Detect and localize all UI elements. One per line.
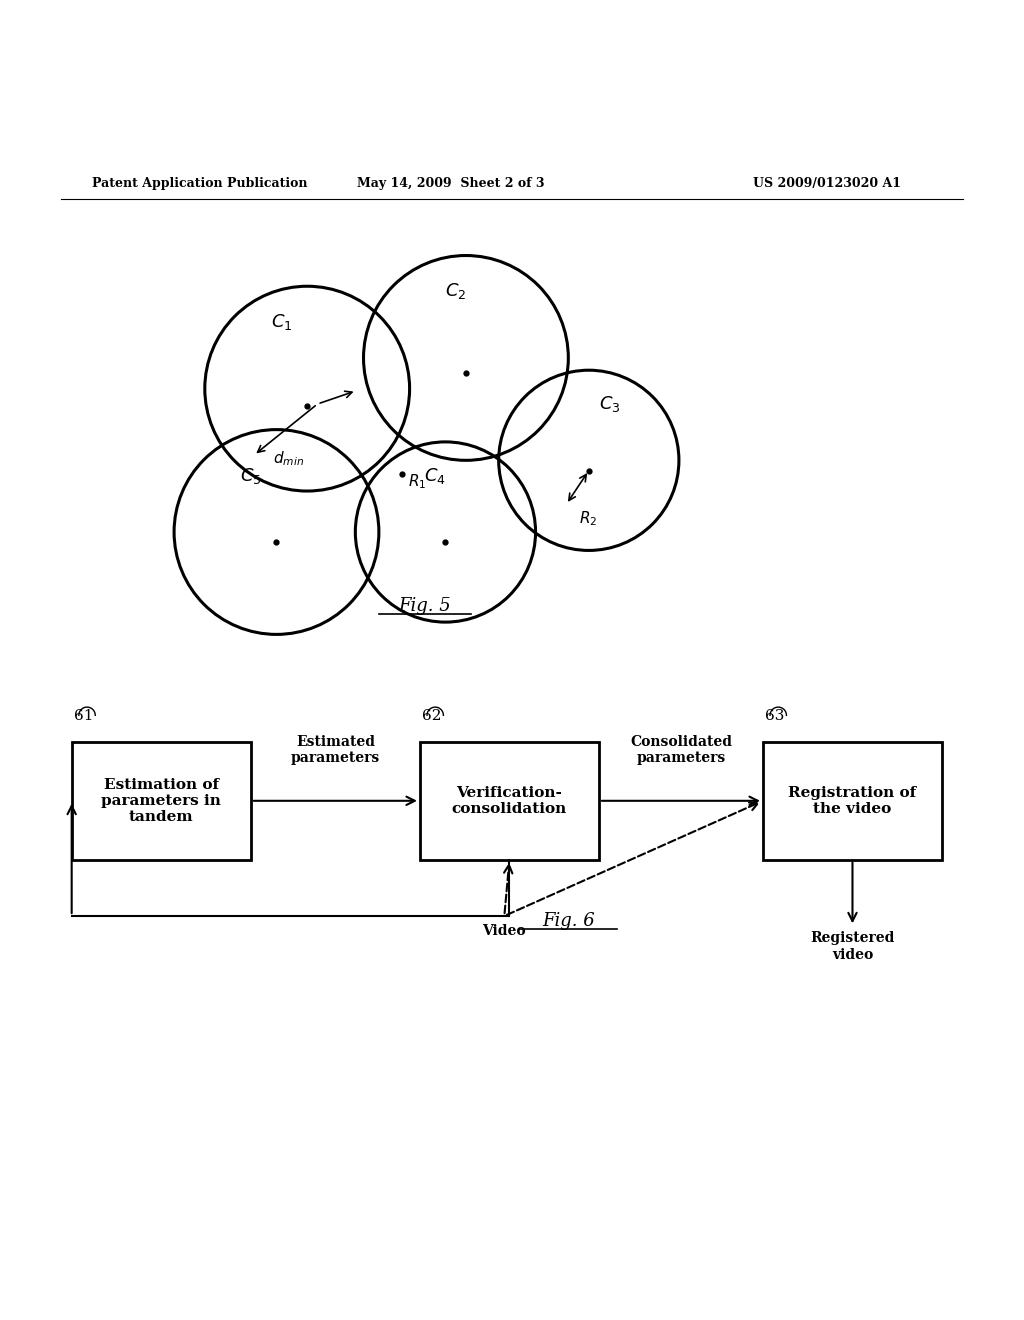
Bar bbox=[763, 742, 942, 859]
Text: Video: Video bbox=[482, 924, 526, 939]
Text: Registration of
the video: Registration of the video bbox=[788, 785, 916, 816]
Text: May 14, 2009  Sheet 2 of 3: May 14, 2009 Sheet 2 of 3 bbox=[356, 177, 545, 190]
Text: Patent Application Publication: Patent Application Publication bbox=[92, 177, 307, 190]
Text: $\mathit{C_4}$: $\mathit{C_4}$ bbox=[424, 466, 446, 486]
Text: $R_1$: $R_1$ bbox=[408, 473, 426, 491]
Text: $\mathit{C_5}$: $\mathit{C_5}$ bbox=[240, 466, 262, 486]
Text: Fig. 6: Fig. 6 bbox=[542, 912, 595, 931]
Text: 62: 62 bbox=[422, 709, 441, 723]
Text: $\mathit{C_2}$: $\mathit{C_2}$ bbox=[445, 281, 466, 301]
Text: Consolidated
parameters: Consolidated parameters bbox=[630, 735, 732, 766]
Text: Estimation of
parameters in
tandem: Estimation of parameters in tandem bbox=[101, 777, 221, 824]
Text: 61: 61 bbox=[74, 709, 93, 723]
Text: Fig. 5: Fig. 5 bbox=[398, 597, 452, 615]
Text: Estimated
parameters: Estimated parameters bbox=[291, 735, 380, 766]
Text: $\mathit{C_3}$: $\mathit{C_3}$ bbox=[598, 393, 621, 414]
Text: $d_{min}$: $d_{min}$ bbox=[273, 449, 304, 467]
Bar bbox=[72, 742, 251, 859]
Text: Verification-
consolidation: Verification- consolidation bbox=[452, 785, 567, 816]
Text: $R_2$: $R_2$ bbox=[579, 510, 597, 528]
Bar bbox=[420, 742, 599, 859]
Text: 63: 63 bbox=[765, 709, 784, 723]
Text: Registered
video: Registered video bbox=[810, 932, 895, 961]
Text: $\mathit{C_1}$: $\mathit{C_1}$ bbox=[271, 312, 292, 333]
Text: US 2009/0123020 A1: US 2009/0123020 A1 bbox=[753, 177, 901, 190]
